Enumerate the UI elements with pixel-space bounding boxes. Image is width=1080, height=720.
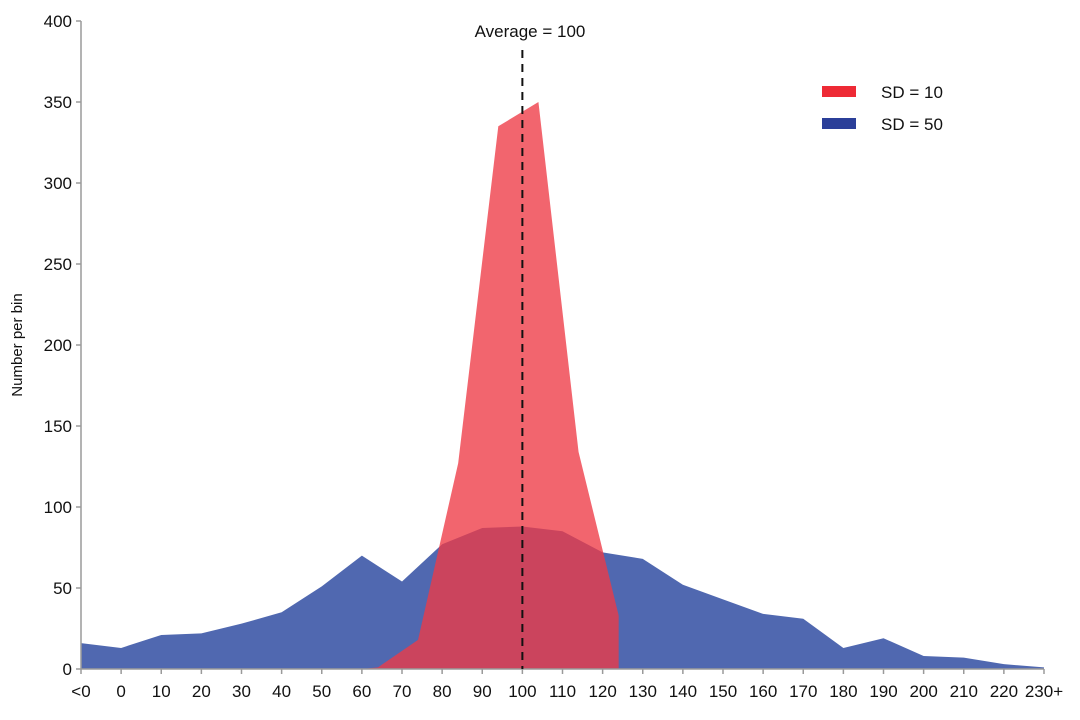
y-tick-label: 200 [44,336,72,355]
x-tick-label: 140 [669,682,697,701]
legend-label-sd50: SD = 50 [881,115,943,134]
y-tick-label: 400 [44,12,72,31]
x-tick-label: 230+ [1025,682,1063,701]
x-tick-label: 190 [869,682,897,701]
y-tick-label: 300 [44,174,72,193]
x-tick-label: 150 [709,682,737,701]
x-tick-label: 200 [909,682,937,701]
y-tick-label: 100 [44,498,72,517]
x-tick-label: 210 [950,682,978,701]
sd10-area-path [361,102,619,669]
y-tick-label: 50 [53,579,72,598]
x-tick-label: 60 [352,682,371,701]
x-tick-label: 170 [789,682,817,701]
x-tick-label: 30 [232,682,251,701]
x-tick-label: 180 [829,682,857,701]
average-annotation: Average = 100 [475,22,586,41]
x-tick-label: 50 [312,682,331,701]
y-tick-label: 250 [44,255,72,274]
x-tick-label: 10 [152,682,171,701]
x-tick-label: 0 [116,682,125,701]
x-tick-label: 70 [393,682,412,701]
x-tick-label: 160 [749,682,777,701]
x-tick-label: 100 [508,682,536,701]
legend: SD = 10 SD = 50 [822,83,943,134]
series-sd10-area [361,102,619,669]
legend-swatch-sd10 [822,86,856,97]
axes: 0 50 100 150 200 250 300 350 400 <0 0 10 20 30 40 50 60 7… [44,12,1064,701]
y-tick-label: 350 [44,93,72,112]
y-tick-label: 150 [44,417,72,436]
x-tick-label: 120 [588,682,616,701]
y-axis-title: Number per bin [9,293,26,396]
x-tick-label: 80 [433,682,452,701]
x-tick-label: 90 [473,682,492,701]
y-tick-label: 0 [63,660,72,679]
legend-label-sd10: SD = 10 [881,83,943,102]
x-tick-label: 110 [549,682,576,701]
x-tick-label: 130 [629,682,657,701]
x-tick-label: <0 [71,682,90,701]
x-tick-label: 40 [272,682,291,701]
x-tick-label: 220 [990,682,1018,701]
x-tick-label: 20 [192,682,211,701]
legend-swatch-sd50 [822,118,856,129]
